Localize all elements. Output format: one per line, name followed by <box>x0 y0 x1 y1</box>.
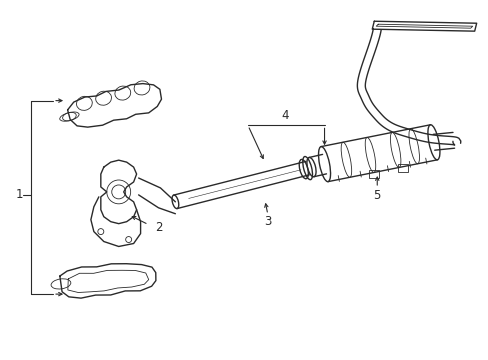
Text: 2: 2 <box>155 221 163 234</box>
Text: 5: 5 <box>373 189 380 202</box>
Text: 1: 1 <box>16 188 23 201</box>
Text: 3: 3 <box>264 215 271 228</box>
Text: 4: 4 <box>281 109 288 122</box>
